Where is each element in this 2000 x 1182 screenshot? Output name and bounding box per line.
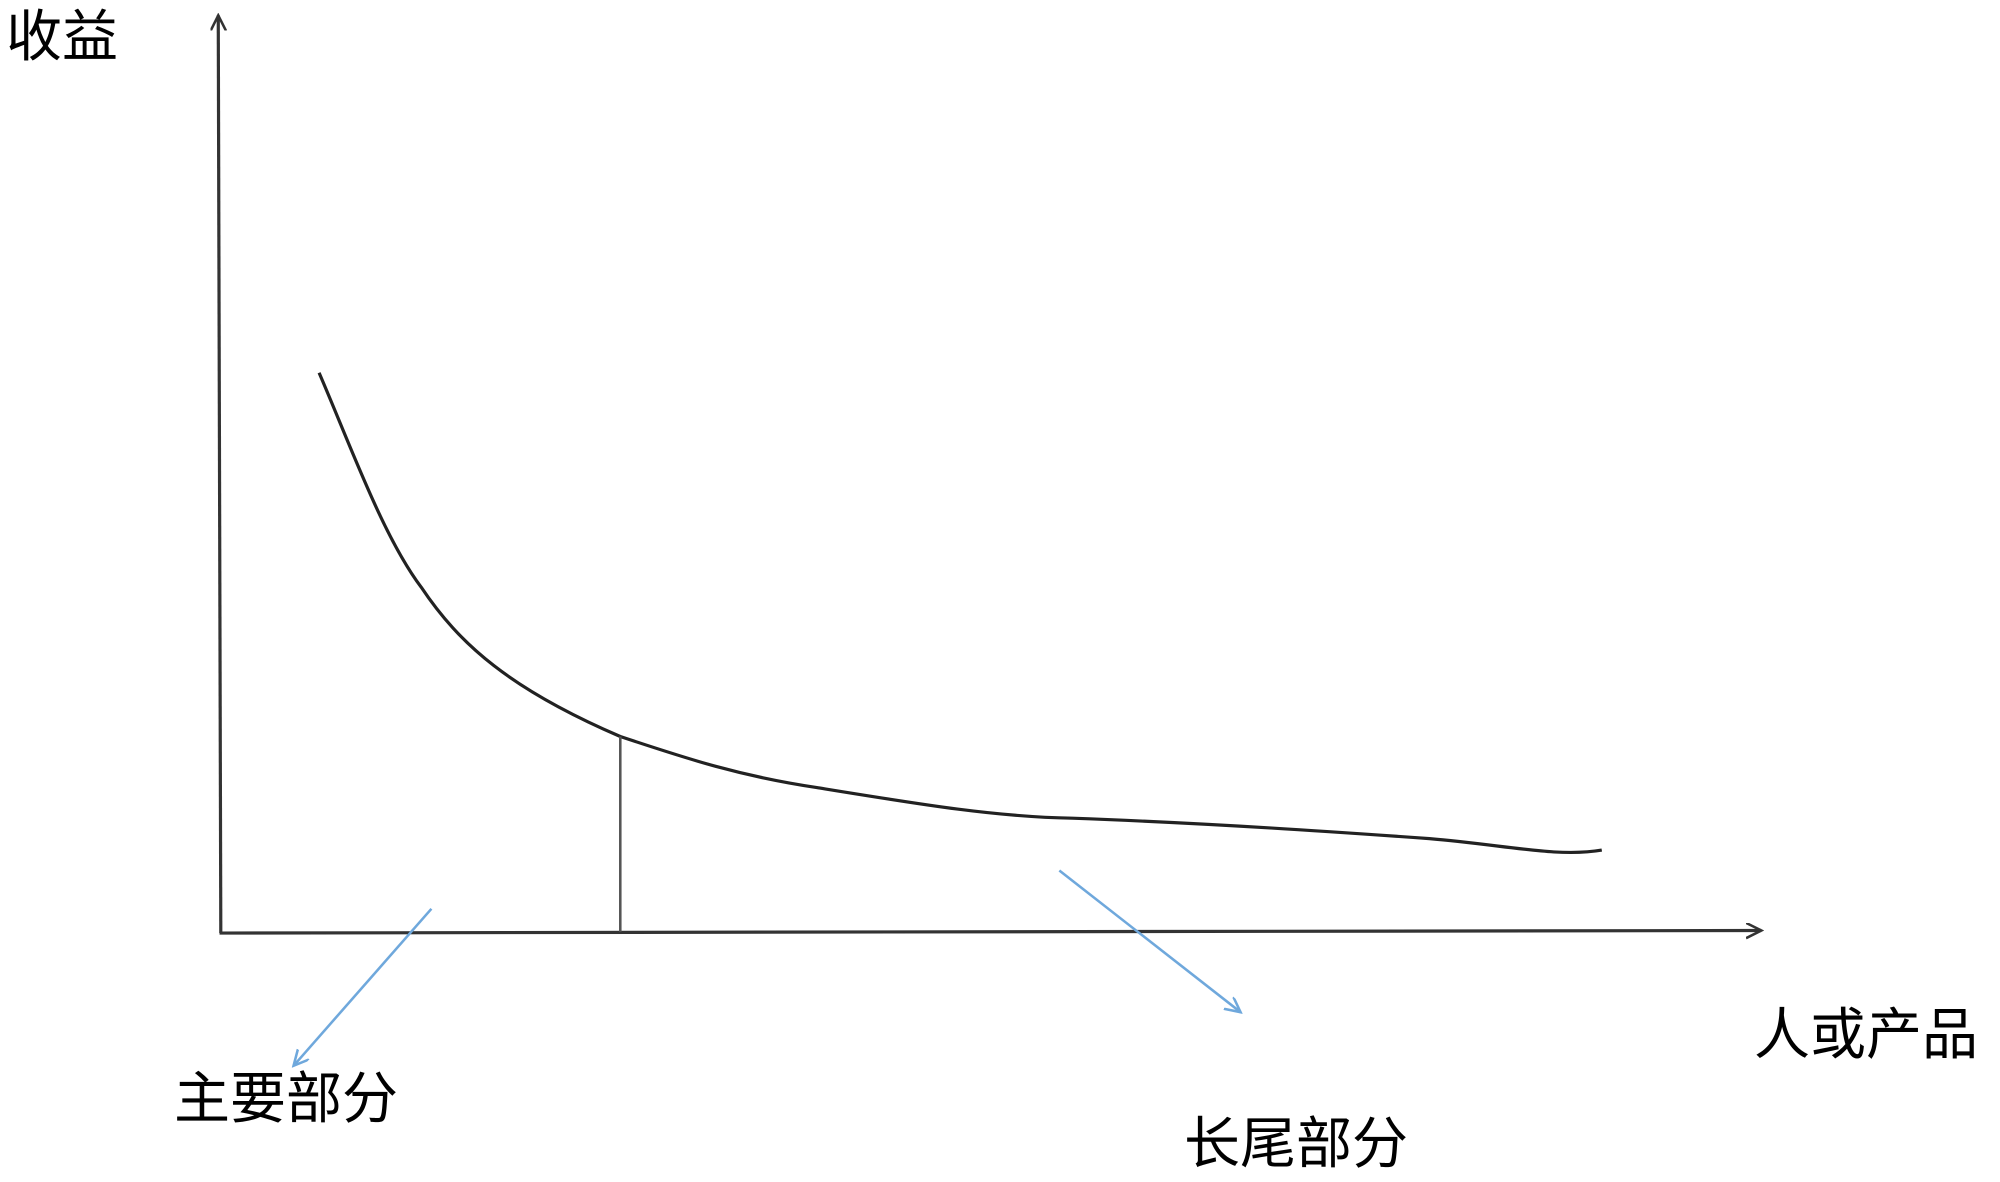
long-tail-curve: [317, 372, 1603, 855]
y-axis: [218, 15, 221, 934]
tail-label: 长尾部分: [1184, 1112, 1408, 1177]
head-pointer-arrow: [294, 907, 433, 1066]
tail-pointer-arrow: [1058, 869, 1240, 1013]
x-axis-label: 人或产品: [1754, 1003, 1978, 1068]
x-axis: [219, 931, 1762, 934]
head-label: 主要部分: [174, 1067, 398, 1132]
y-axis-label: 收益: [6, 5, 118, 70]
